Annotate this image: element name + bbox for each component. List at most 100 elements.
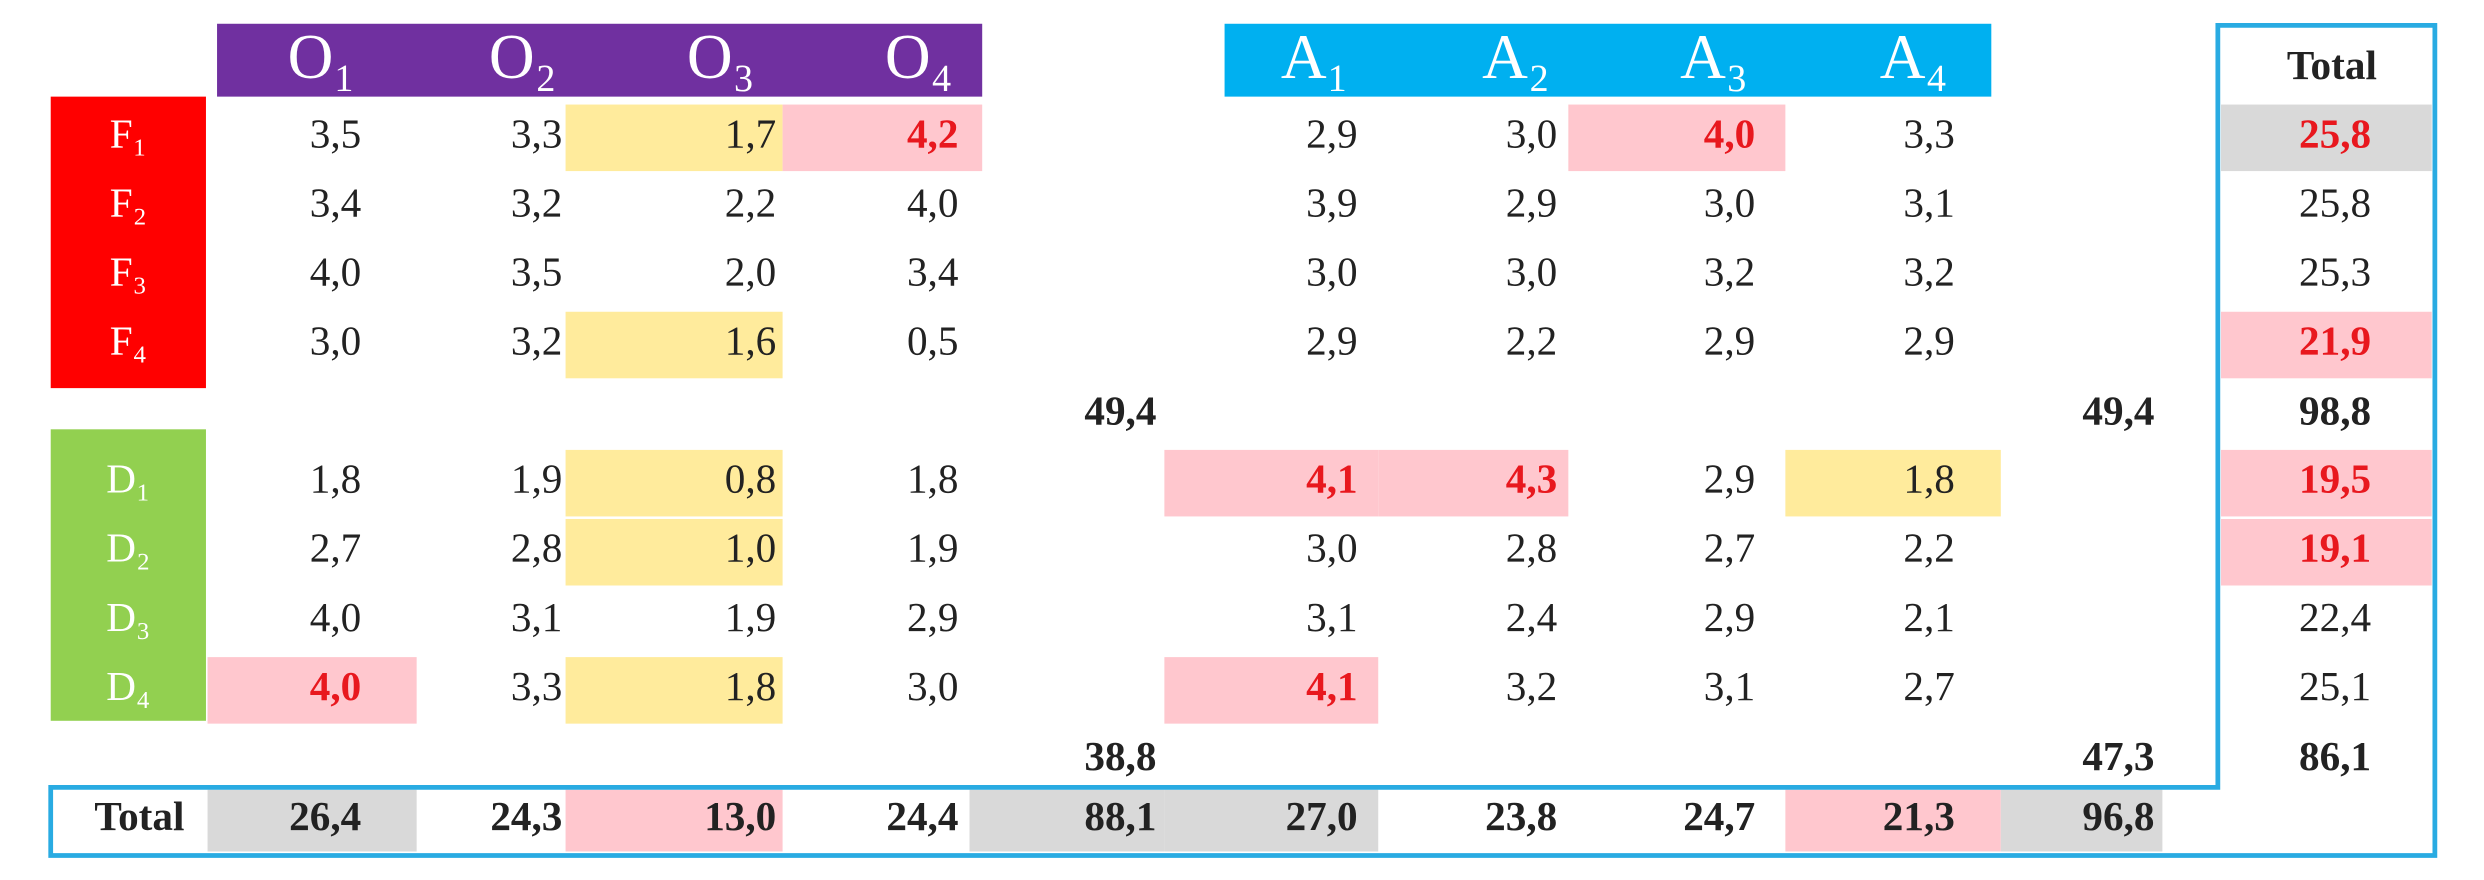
cell-value: 1,9 <box>511 456 562 502</box>
cell-value: 3,3 <box>511 663 562 709</box>
total-header: Total <box>2287 42 2377 88</box>
cell-value: 1,8 <box>907 456 958 502</box>
cell-value: 3,3 <box>511 110 562 156</box>
cell-highlight <box>2221 311 2432 379</box>
cell-value: 0,8 <box>725 456 776 502</box>
o-header: O₁ <box>288 22 356 92</box>
cell-value: 2,7 <box>1903 663 1954 709</box>
cell-value: 4,0 <box>310 248 361 294</box>
cell-value: 21,3 <box>1883 793 1955 839</box>
cell-value: 2,8 <box>511 525 562 571</box>
row-label: D₁ <box>106 456 150 502</box>
cell-value: 2,9 <box>1903 317 1954 363</box>
d-label-block <box>50 429 206 721</box>
cell-value: 3,0 <box>1704 179 1755 225</box>
row-label: F₁ <box>110 110 147 156</box>
cell-value: 3,5 <box>511 248 562 294</box>
cell-highlight <box>2221 104 2432 172</box>
cell-value: 3,1 <box>1306 594 1357 640</box>
cell-highlight <box>207 789 417 852</box>
a-header: A₄ <box>1880 22 1948 92</box>
cell-value: 13,0 <box>704 793 776 839</box>
cell-value: 4,1 <box>1306 663 1357 709</box>
cell-highlight <box>565 657 783 724</box>
cell-value: 3,3 <box>1903 110 1954 156</box>
cell-value: 2,9 <box>1306 110 1357 156</box>
a-header-bar <box>1224 23 1992 97</box>
row-label: F₂ <box>110 179 147 225</box>
cell-value: 3,2 <box>1506 663 1557 709</box>
cell-value: 0,5 <box>907 317 958 363</box>
cell-value: 2,7 <box>310 525 361 571</box>
total-value: 25,1 <box>2299 663 2371 709</box>
cell-value: 2,0 <box>725 248 776 294</box>
cell-value: 2,2 <box>725 179 776 225</box>
o-header-bar <box>217 23 983 97</box>
cell-value: 4,0 <box>310 663 361 709</box>
total-value: 25,8 <box>2299 179 2371 225</box>
total-frame <box>48 22 2438 858</box>
total-value: 19,5 <box>2299 456 2371 502</box>
cell-highlight <box>565 449 783 517</box>
cell-value: 3,2 <box>511 179 562 225</box>
total-value: 21,9 <box>2299 317 2371 363</box>
cell-value: 27,0 <box>1286 793 1358 839</box>
f-label-block <box>50 96 206 389</box>
subtotal: 98,8 <box>2299 388 2371 434</box>
subtotal: 86,1 <box>2299 733 2371 779</box>
cell-highlight <box>1164 449 1379 517</box>
cell-value: 2,7 <box>1704 525 1755 571</box>
cell-value: 2,8 <box>1506 525 1557 571</box>
cell-value: 4,1 <box>1306 456 1357 502</box>
cell-value: 1,6 <box>725 317 776 363</box>
cell-highlight <box>1568 104 1786 172</box>
cell-highlight <box>565 518 783 586</box>
cell-highlight <box>782 104 983 172</box>
cell-value: 24,4 <box>886 793 958 839</box>
total-value: 22,4 <box>2299 594 2371 640</box>
cell-value: 96,8 <box>2082 793 2154 839</box>
cell-highlight <box>2221 449 2432 517</box>
cell-value: 3,2 <box>1903 248 1954 294</box>
cell-value: 2,9 <box>1704 317 1755 363</box>
subtotal: 49,4 <box>1084 388 1156 434</box>
cell-value: 1,9 <box>907 525 958 571</box>
cell-value: 3,4 <box>907 248 958 294</box>
row-label: F₃ <box>110 248 147 294</box>
cell-value: 2,2 <box>1903 525 1954 571</box>
cell-highlight <box>2000 789 2163 852</box>
cell-highlight <box>2221 518 2432 586</box>
subtotal: 49,4 <box>2082 388 2154 434</box>
cell-highlight <box>565 311 783 379</box>
cell-value: 3,5 <box>310 110 361 156</box>
cell-highlight <box>1785 449 2001 517</box>
cell-value: 3,0 <box>1306 525 1357 571</box>
cell-value: 88,1 <box>1084 793 1156 839</box>
cell-value: 3,1 <box>1704 663 1755 709</box>
row-label: F₄ <box>110 317 147 363</box>
subtotal: 47,3 <box>2082 733 2154 779</box>
cell-highlight <box>1378 449 1569 517</box>
subtotal: 38,8 <box>1084 733 1156 779</box>
cell-value: 4,2 <box>907 110 958 156</box>
cell-value: 3,0 <box>1306 248 1357 294</box>
o-header: O₃ <box>687 22 755 92</box>
cell-value: 4,0 <box>310 594 361 640</box>
o-header: O₂ <box>489 22 557 92</box>
cell-value: 3,2 <box>511 317 562 363</box>
cell-value: 4,3 <box>1506 456 1557 502</box>
cell-value: 3,1 <box>1903 179 1954 225</box>
total-value: 25,3 <box>2299 248 2371 294</box>
cell-value: 4,0 <box>1704 110 1755 156</box>
cell-value: 3,0 <box>1506 110 1557 156</box>
cell-value: 2,9 <box>1704 456 1755 502</box>
cell-value: 1,8 <box>725 663 776 709</box>
cell-highlight <box>1164 657 1379 724</box>
total-row-label: Total <box>94 793 184 839</box>
cell-value: 23,8 <box>1485 793 1557 839</box>
cell-highlight <box>1164 789 1379 852</box>
cell-value: 3,0 <box>907 663 958 709</box>
cell-value: 2,4 <box>1506 594 1557 640</box>
cell-value: 3,0 <box>1506 248 1557 294</box>
a-header: A₃ <box>1680 22 1748 92</box>
